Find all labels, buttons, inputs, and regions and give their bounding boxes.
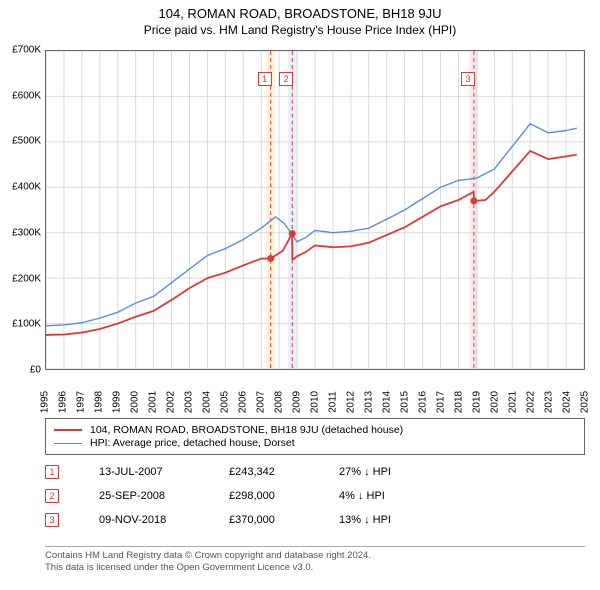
- y-tick-label: £700K: [12, 45, 41, 56]
- x-tick-label: 2023: [544, 391, 555, 413]
- y-tick-label: £0: [30, 365, 41, 376]
- chart-sale-marker: 3: [461, 72, 475, 86]
- x-tick-label: 2006: [238, 391, 249, 413]
- x-tick-label: 2016: [418, 391, 429, 413]
- sale-row: 1 13-JUL-2007£243,34227% ↓ HPI: [45, 460, 585, 484]
- sale-price: £298,000: [229, 490, 339, 502]
- y-tick-label: £200K: [12, 273, 41, 284]
- x-tick-label: 2018: [454, 391, 465, 413]
- x-tick-label: 2013: [364, 391, 375, 413]
- sale-date: 25-SEP-2008: [99, 490, 229, 502]
- legend-color-swatch: [54, 443, 82, 444]
- y-tick-label: £300K: [12, 227, 41, 238]
- attribution-footer: Contains HM Land Registry data © Crown c…: [45, 546, 585, 574]
- x-tick-label: 2011: [328, 391, 339, 413]
- chart-container: 104, ROMAN ROAD, BROADSTONE, BH18 9JU Pr…: [0, 0, 600, 590]
- chart-sale-marker: 2: [279, 72, 293, 86]
- x-axis-labels: 1995199619971998199920002001200220032004…: [45, 374, 585, 414]
- footer-line2: This data is licensed under the Open Gov…: [45, 562, 585, 574]
- footer-line1: Contains HM Land Registry data © Crown c…: [45, 550, 585, 562]
- legend-label: HPI: Average price, detached house, Dors…: [90, 437, 295, 449]
- x-tick-label: 1999: [112, 391, 123, 413]
- chart-sale-marker: 1: [258, 72, 272, 86]
- chart-subtitle: Price paid vs. HM Land Registry's House …: [6, 23, 594, 37]
- sale-row: 3 09-NOV-2018£370,00013% ↓ HPI: [45, 508, 585, 532]
- x-tick-label: 2020: [490, 391, 501, 413]
- x-tick-label: 2012: [346, 391, 357, 413]
- sale-hpi-diff: 27% ↓ HPI: [339, 466, 449, 478]
- x-tick-label: 2019: [472, 391, 483, 413]
- x-tick-label: 2009: [292, 391, 303, 413]
- x-tick-label: 2010: [310, 391, 321, 413]
- x-tick-label: 2024: [562, 391, 573, 413]
- x-tick-label: 2017: [436, 391, 447, 413]
- x-tick-label: 2000: [130, 391, 141, 413]
- x-tick-label: 2002: [166, 391, 177, 413]
- x-tick-label: 2005: [220, 391, 231, 413]
- sale-marker-icon: 3: [45, 513, 59, 527]
- sale-row: 2 25-SEP-2008£298,0004% ↓ HPI: [45, 484, 585, 508]
- plot-svg: [45, 50, 585, 370]
- legend-item: 104, ROMAN ROAD, BROADSTONE, BH18 9JU (d…: [54, 424, 576, 436]
- x-tick-label: 2022: [526, 391, 537, 413]
- legend: 104, ROMAN ROAD, BROADSTONE, BH18 9JU (d…: [45, 418, 585, 455]
- legend-color-swatch: [54, 429, 82, 431]
- x-tick-label: 2004: [202, 391, 213, 413]
- plot-area: 123 £0£100K£200K£300K£400K£500K£600K£700…: [45, 50, 585, 370]
- x-tick-label: 2007: [256, 391, 267, 413]
- sale-date: 13-JUL-2007: [99, 466, 229, 478]
- sales-table: 1 13-JUL-2007£243,34227% ↓ HPI 2 25-SEP-200…: [45, 460, 585, 532]
- x-tick-label: 1996: [58, 391, 69, 413]
- y-tick-label: £500K: [12, 136, 41, 147]
- y-tick-label: £600K: [12, 90, 41, 101]
- sale-hpi-diff: 4% ↓ HPI: [339, 490, 449, 502]
- legend-label: 104, ROMAN ROAD, BROADSTONE, BH18 9JU (d…: [90, 424, 403, 436]
- x-tick-label: 2015: [400, 391, 411, 413]
- sale-hpi-diff: 13% ↓ HPI: [339, 514, 449, 526]
- x-tick-label: 2001: [148, 391, 159, 413]
- sale-price: £243,342: [229, 466, 339, 478]
- sale-marker-icon: 1: [45, 465, 59, 479]
- y-tick-label: £400K: [12, 182, 41, 193]
- sale-marker-icon: 2: [45, 489, 59, 503]
- sale-price: £370,000: [229, 514, 339, 526]
- x-tick-label: 2021: [508, 391, 519, 413]
- sale-date: 09-NOV-2018: [99, 514, 229, 526]
- x-tick-label: 1998: [94, 391, 105, 413]
- legend-item: HPI: Average price, detached house, Dors…: [54, 437, 576, 449]
- x-tick-label: 2008: [274, 391, 285, 413]
- x-tick-label: 2014: [382, 391, 393, 413]
- x-tick-label: 2025: [580, 391, 591, 413]
- y-tick-label: £100K: [12, 319, 41, 330]
- x-tick-label: 1997: [76, 391, 87, 413]
- x-tick-label: 1995: [40, 391, 51, 413]
- chart-title: 104, ROMAN ROAD, BROADSTONE, BH18 9JU: [6, 6, 594, 21]
- x-tick-label: 2003: [184, 391, 195, 413]
